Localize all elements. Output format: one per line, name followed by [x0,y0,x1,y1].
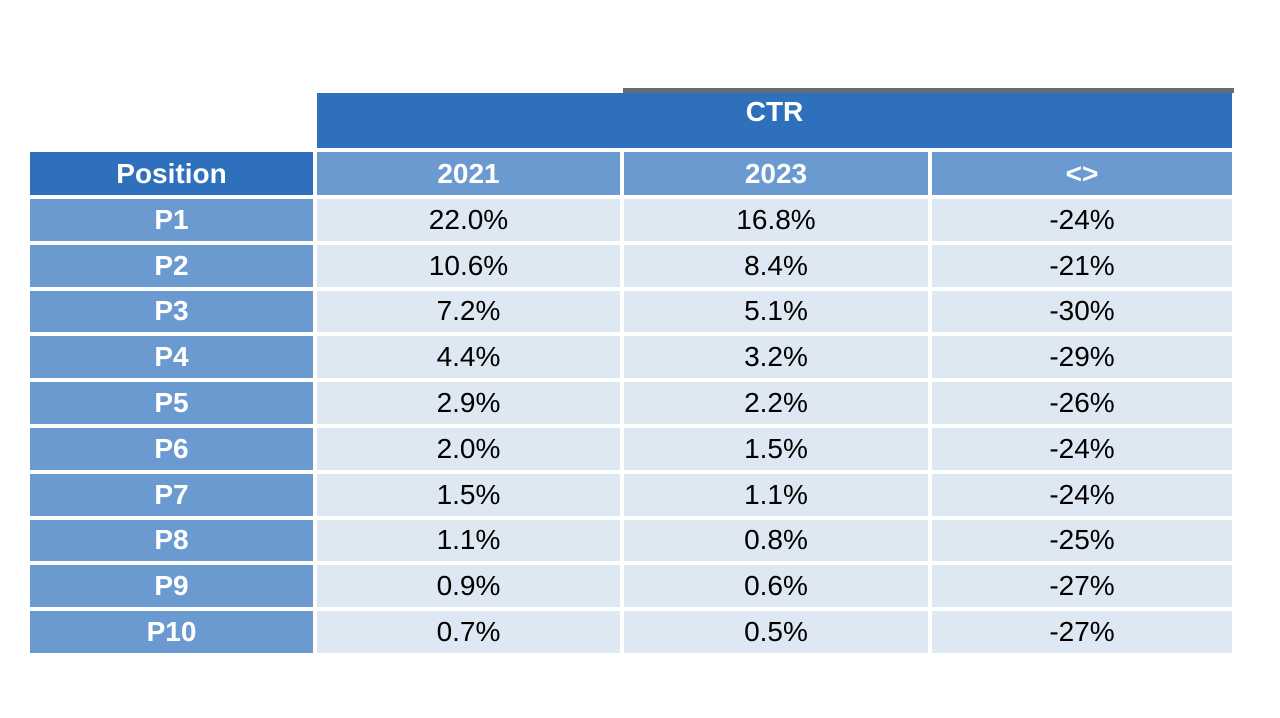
cell-change: -25% [932,519,1232,562]
column-header-position: Position [30,152,313,195]
row-label: P10 [30,611,313,653]
cell-2023: 8.4% [624,244,928,287]
cell-change: -27% [932,565,1232,608]
cell-2021: 7.2% [317,290,620,333]
cell-2021: 1.5% [317,473,620,516]
row-label: P4 [30,336,313,379]
column-header-change: <> [932,152,1232,195]
cell-2023: 1.1% [624,473,928,516]
column-header-2023: 2023 [624,152,928,195]
cell-2021: 2.9% [317,382,620,424]
cell-change: -24% [932,199,1232,241]
cell-2023: 1.5% [624,427,928,470]
cell-2021: 0.7% [317,611,620,653]
cell-2023: 0.5% [624,611,928,653]
cell-2023: 16.8% [624,199,928,241]
row-label: P3 [30,290,313,333]
row-label: P8 [30,519,313,562]
cell-change: -24% [932,473,1232,516]
cell-2023: 0.8% [624,519,928,562]
cell-2023: 2.2% [624,382,928,424]
cell-2021: 4.4% [317,336,620,379]
cell-2023: 0.6% [624,565,928,608]
accent-divider-line [623,88,1234,93]
cell-2023: 3.2% [624,336,928,379]
row-label: P5 [30,382,313,424]
cell-2023: 5.1% [624,290,928,333]
cell-2021: 2.0% [317,427,620,470]
cell-change: -30% [932,290,1232,333]
table-title: CTR [317,93,1232,148]
cell-2021: 0.9% [317,565,620,608]
row-label: P1 [30,199,313,241]
column-header-2021: 2021 [317,152,620,195]
row-label: P6 [30,427,313,470]
cell-2021: 1.1% [317,519,620,562]
ctr-table: CTR Position 2021 2023 <> P1 22.0% 16.8%… [30,93,1232,653]
cell-change: -24% [932,427,1232,470]
cell-change: -29% [932,336,1232,379]
cell-change: -27% [932,611,1232,653]
row-label: P7 [30,473,313,516]
cell-change: -21% [932,244,1232,287]
cell-2021: 22.0% [317,199,620,241]
cell-change: -26% [932,382,1232,424]
cell-2021: 10.6% [317,244,620,287]
corner-spacer [30,93,313,148]
row-label: P9 [30,565,313,608]
row-label: P2 [30,244,313,287]
